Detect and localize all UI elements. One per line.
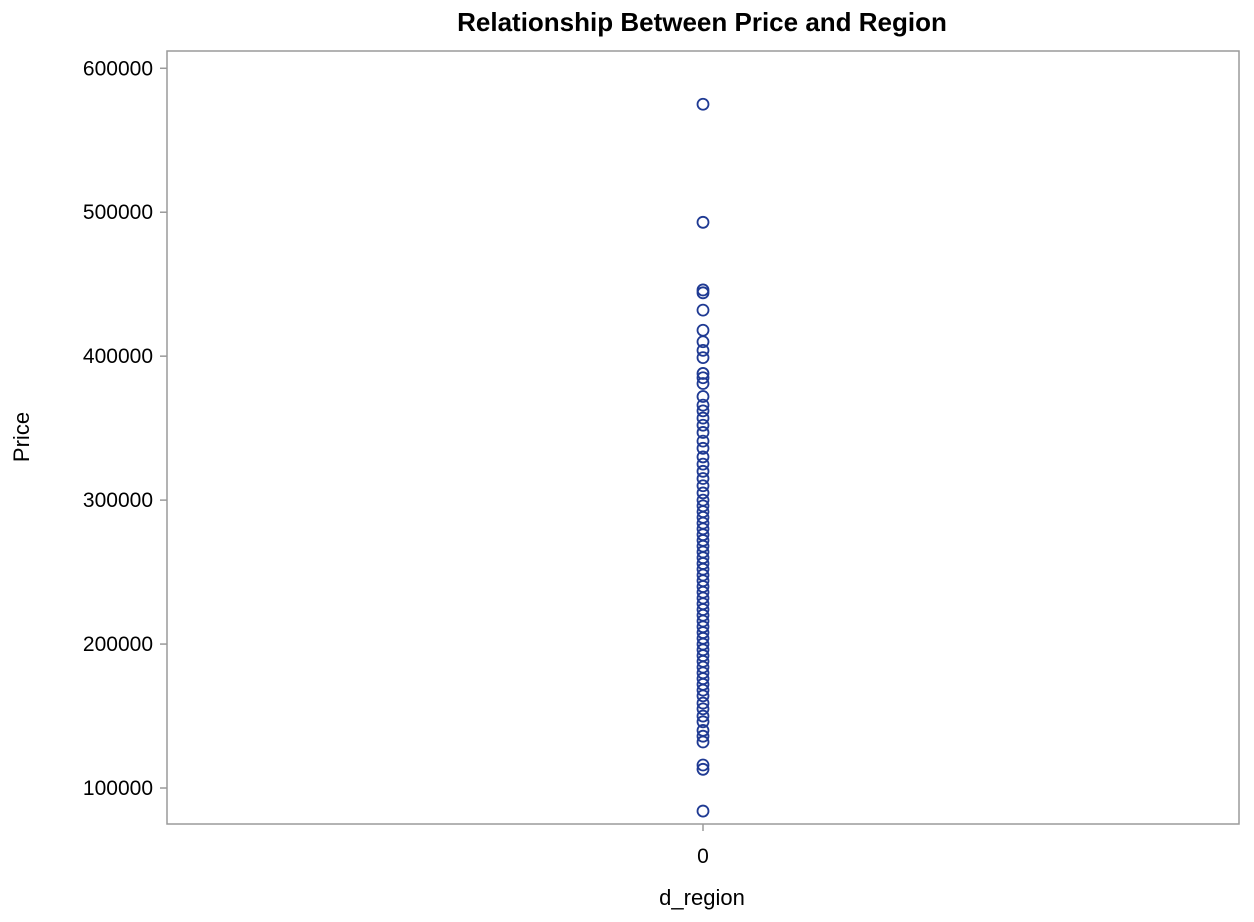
data-point bbox=[696, 735, 710, 749]
data-point bbox=[696, 371, 710, 385]
data-point bbox=[696, 404, 710, 418]
data-point bbox=[696, 418, 710, 432]
y-tick-label: 400000 bbox=[83, 345, 153, 368]
y-tick-label: 500000 bbox=[83, 201, 153, 224]
x-axis: 0 bbox=[697, 824, 709, 868]
data-point bbox=[696, 344, 710, 357]
data-point bbox=[696, 696, 710, 710]
data-point bbox=[696, 286, 710, 300]
data-point bbox=[696, 411, 710, 425]
data-point bbox=[696, 683, 710, 697]
data-point bbox=[696, 367, 710, 380]
data-point bbox=[696, 390, 710, 403]
data-point bbox=[696, 758, 710, 772]
data-point bbox=[696, 762, 710, 776]
data-point bbox=[696, 479, 710, 493]
x-tick-label: 0 bbox=[697, 845, 709, 868]
data-point bbox=[696, 702, 710, 716]
data-point bbox=[696, 464, 710, 478]
y-axis-label: Price bbox=[9, 412, 34, 462]
chart-title: Relationship Between Price and Region bbox=[457, 7, 947, 37]
data-point bbox=[696, 434, 710, 448]
data-point bbox=[696, 97, 710, 111]
data-point bbox=[696, 303, 710, 317]
data-points bbox=[696, 97, 710, 818]
y-tick-label: 300000 bbox=[83, 489, 153, 512]
data-point bbox=[696, 486, 710, 500]
x-axis-label: d_region bbox=[659, 885, 745, 910]
data-point bbox=[696, 377, 710, 390]
data-point bbox=[696, 398, 710, 412]
data-point bbox=[696, 709, 710, 723]
data-point bbox=[696, 215, 710, 229]
data-point bbox=[696, 729, 710, 743]
y-tick-label: 600000 bbox=[83, 57, 153, 80]
data-point bbox=[696, 472, 710, 485]
data-point bbox=[696, 450, 710, 464]
data-point bbox=[696, 804, 710, 818]
data-point bbox=[696, 457, 710, 471]
data-point bbox=[696, 426, 710, 439]
y-tick-label: 200000 bbox=[83, 633, 153, 656]
data-point bbox=[696, 323, 710, 337]
data-point bbox=[696, 689, 710, 703]
data-point bbox=[696, 715, 710, 729]
data-point bbox=[696, 441, 710, 455]
y-tick-label: 100000 bbox=[83, 777, 153, 800]
y-axis: 100000 200000 300000 400000 500000 600000 bbox=[83, 57, 167, 800]
data-point bbox=[696, 351, 710, 365]
data-point bbox=[696, 335, 710, 349]
